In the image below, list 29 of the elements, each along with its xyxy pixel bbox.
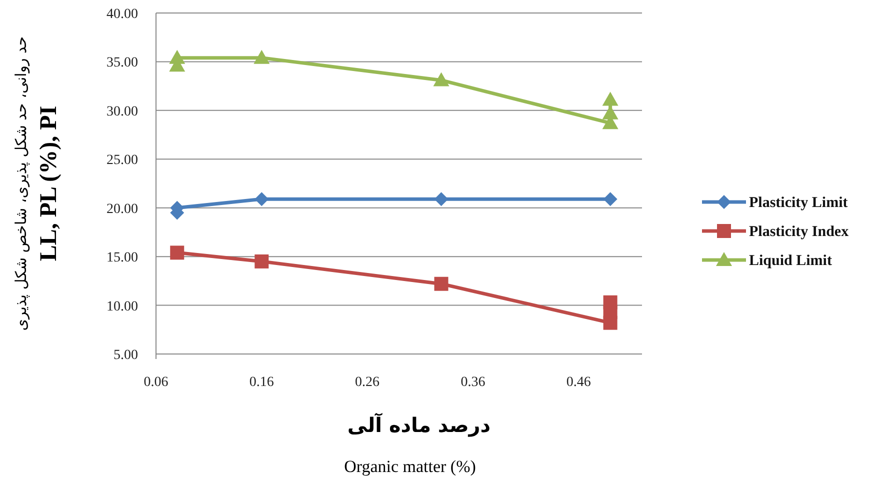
y-tick-label: 40.00 bbox=[106, 7, 138, 22]
point bbox=[434, 192, 448, 206]
legend-label: Plasticity Index bbox=[749, 224, 850, 240]
text: Organic matter (%) bbox=[344, 457, 476, 476]
legend-label: Plasticity Limit bbox=[749, 195, 848, 211]
point bbox=[603, 295, 618, 310]
x-tick-label: 0.16 bbox=[249, 375, 274, 390]
y-tick-label: 25.00 bbox=[106, 153, 138, 168]
point bbox=[603, 192, 618, 206]
y-tick-label: 20.00 bbox=[106, 202, 138, 217]
y-tick-label: 15.00 bbox=[106, 250, 138, 266]
point bbox=[433, 72, 450, 86]
y-tick-label: 35.00 bbox=[106, 56, 138, 71]
point bbox=[254, 192, 269, 206]
y-tick-label: 10.00 bbox=[106, 299, 138, 314]
point bbox=[434, 276, 448, 291]
y-tick-label: 5.00 bbox=[114, 348, 138, 363]
x-tick-label: 0.46 bbox=[566, 375, 591, 390]
point bbox=[170, 246, 184, 260]
x-tick-label: 0.36 bbox=[460, 375, 486, 390]
y-tick-label: 30.00 bbox=[106, 104, 138, 120]
point bbox=[602, 92, 618, 106]
point bbox=[254, 50, 270, 64]
legend-label: Liquid Limit bbox=[749, 253, 832, 269]
x-axis-title: درصد ماده آلی bbox=[347, 412, 491, 437]
x-tick-label: 0.06 bbox=[144, 375, 168, 390]
point bbox=[254, 254, 269, 268]
point bbox=[169, 50, 186, 64]
x-tick-label: 0.26 bbox=[355, 375, 380, 390]
